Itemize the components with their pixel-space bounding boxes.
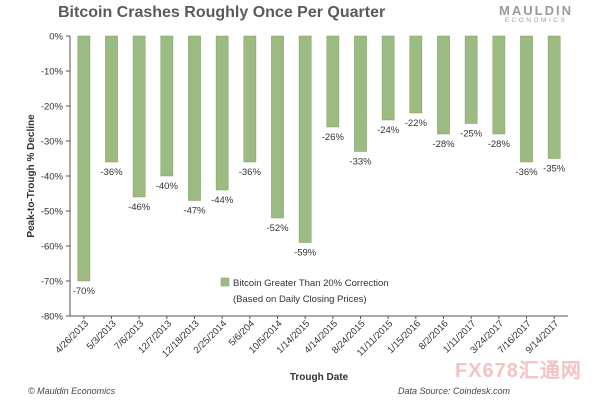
bars	[77, 35, 561, 282]
bar	[492, 35, 506, 135]
bar	[520, 35, 533, 163]
bar	[105, 35, 118, 163]
bar	[160, 35, 174, 177]
data-label: -22%	[405, 118, 428, 129]
legend-sublabel: (Based on Daily Closing Prices)	[233, 294, 367, 305]
x-axis-title: Trough Date	[290, 372, 349, 383]
chart-title: Bitcoin Crashes Roughly Once Per Quarter	[58, 4, 386, 21]
y-tick-label: -40%	[41, 172, 64, 183]
logo-line2: ECONOMICS	[504, 17, 568, 24]
legend: Bitcoin Greater Than 20% Correction (Bas…	[220, 277, 389, 305]
bar	[243, 35, 257, 163]
y-tick-label: -70%	[41, 277, 64, 288]
y-tick-label: -60%	[41, 242, 64, 253]
bar	[188, 35, 201, 201]
bar	[437, 35, 450, 135]
mauldin-logo: MAULDIN ECONOMICS	[484, 3, 588, 25]
y-axis-ticks: 0% -10% -20% -30% -40% -50% -60% -70% -80%	[41, 32, 70, 323]
bar	[381, 35, 395, 121]
bar	[464, 35, 478, 124]
bar	[215, 35, 229, 191]
legend-label: Bitcoin Greater Than 20% Correction	[233, 278, 389, 289]
x-tick-label: 5/3/2013	[85, 318, 119, 352]
data-label: -44%	[211, 195, 234, 206]
data-label: -36%	[100, 167, 123, 178]
legend-swatch	[220, 277, 230, 287]
y-tick-label: -50%	[41, 207, 64, 218]
data-label: -25%	[460, 129, 483, 140]
data-label: -28%	[488, 139, 511, 150]
x-tick-label: 4/26/2013	[53, 318, 91, 356]
bar	[326, 35, 340, 128]
bar	[354, 35, 367, 152]
y-tick-label: -80%	[41, 312, 64, 323]
data-label: -33%	[349, 157, 372, 168]
data-source-note: Data Source: Coindesk.com	[398, 386, 511, 396]
data-label: -35%	[543, 164, 566, 175]
data-label: -24%	[377, 125, 400, 136]
data-label: -52%	[266, 223, 289, 234]
data-label: -36%	[239, 167, 262, 178]
copyright-note: © Mauldin Economics	[28, 386, 116, 396]
y-tick-label: -30%	[41, 137, 64, 148]
data-label: -47%	[183, 206, 206, 217]
logo-line1: MAULDIN	[499, 3, 573, 18]
y-tick-label: -20%	[41, 102, 64, 113]
y-tick-label: 0%	[49, 32, 63, 43]
watermark: FX678汇通网	[455, 360, 582, 382]
y-tick-label: -10%	[41, 67, 64, 78]
bar	[298, 35, 312, 243]
data-label: -28%	[432, 139, 455, 150]
bar	[271, 35, 284, 219]
data-label: -59%	[294, 248, 317, 259]
data-label: -40%	[156, 181, 179, 192]
data-label: -26%	[322, 132, 345, 143]
data-labels: -70% -36% -46% -40% -47% -44% -36% -52% -59% -26%…	[73, 118, 566, 297]
bar	[547, 35, 561, 159]
bar	[409, 35, 423, 114]
data-label: -36%	[515, 167, 538, 178]
bar	[132, 35, 146, 198]
data-label: -70%	[73, 286, 96, 297]
data-label: -46%	[128, 202, 151, 213]
bar	[77, 35, 91, 282]
y-axis-title: Peak-to-Trough % Decline	[26, 114, 37, 238]
